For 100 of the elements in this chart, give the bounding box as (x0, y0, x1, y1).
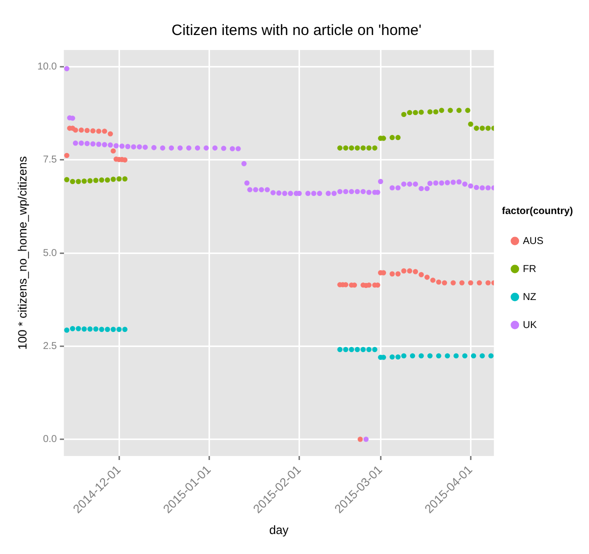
point (76, 326, 81, 332)
point (78, 127, 84, 133)
point (64, 177, 70, 182)
point (358, 436, 363, 442)
y-tick-label: 5.0 (42, 248, 58, 259)
point (465, 108, 470, 113)
point (427, 109, 433, 114)
point (433, 109, 438, 114)
point (93, 326, 98, 332)
point (412, 269, 418, 274)
point (436, 279, 442, 285)
legend-label: FR (522, 264, 536, 275)
point (427, 353, 433, 358)
point (116, 326, 122, 332)
point (70, 178, 76, 184)
point (360, 346, 366, 352)
point (87, 326, 93, 332)
point (407, 268, 412, 274)
point (485, 280, 491, 286)
point (343, 145, 348, 151)
point (116, 176, 122, 182)
point (372, 346, 378, 352)
point (343, 346, 348, 352)
point (110, 176, 116, 182)
point (96, 128, 102, 134)
legend-label: AUS (522, 236, 544, 247)
point (99, 326, 104, 332)
point (418, 272, 424, 278)
y-tick-label: 7.5 (42, 154, 58, 166)
point (474, 126, 480, 131)
point (82, 178, 87, 184)
point (412, 110, 418, 116)
point (444, 353, 450, 358)
point (438, 108, 444, 113)
point (407, 110, 412, 116)
point (401, 353, 406, 358)
point (430, 278, 436, 283)
point (462, 353, 468, 358)
point (104, 177, 110, 183)
point (354, 346, 360, 352)
point (64, 328, 70, 333)
point (366, 346, 372, 352)
point (448, 108, 453, 113)
point (110, 326, 116, 332)
point (122, 326, 128, 332)
point (459, 280, 465, 286)
point (82, 326, 87, 332)
legend-title: factor(country) (502, 206, 574, 217)
point (70, 326, 76, 332)
y-tick-label: 2.5 (42, 340, 58, 352)
point (476, 280, 482, 286)
point (470, 353, 476, 358)
legend-label: NZ (522, 292, 536, 303)
point (456, 108, 462, 113)
point (418, 353, 424, 358)
point (418, 110, 424, 115)
point (348, 346, 354, 352)
point (337, 145, 342, 151)
point (76, 178, 81, 184)
point (480, 353, 485, 358)
point (401, 268, 406, 274)
point (99, 177, 104, 183)
point (450, 280, 456, 286)
point (84, 128, 90, 134)
point (348, 145, 354, 151)
point (354, 145, 360, 151)
point (372, 145, 378, 151)
point (87, 178, 93, 184)
x-axis-title: day (269, 523, 289, 538)
point (360, 145, 366, 151)
point (64, 152, 70, 158)
point (468, 122, 474, 127)
y-tick-label: 0.0 (42, 434, 58, 445)
point (485, 126, 491, 131)
point (390, 271, 395, 276)
point (442, 280, 448, 286)
point (395, 354, 401, 360)
point (395, 134, 401, 140)
point (401, 112, 406, 118)
point (390, 354, 395, 360)
point (108, 131, 113, 136)
chart-title: Citizen items with no article on 'home' (172, 22, 422, 40)
point (468, 280, 474, 286)
point (93, 178, 98, 183)
point (110, 148, 116, 154)
point (102, 128, 108, 134)
point (480, 126, 485, 131)
point (390, 134, 395, 140)
point (436, 353, 442, 358)
point (72, 127, 78, 133)
point (488, 353, 494, 358)
point (366, 145, 372, 151)
point (454, 353, 459, 358)
y-axis-title: 100 * citizens_no_home_wp/citizens (16, 156, 30, 350)
point (410, 353, 416, 358)
point (90, 128, 96, 134)
point (395, 271, 401, 276)
point (104, 326, 110, 332)
point (122, 176, 128, 182)
point (337, 346, 342, 352)
